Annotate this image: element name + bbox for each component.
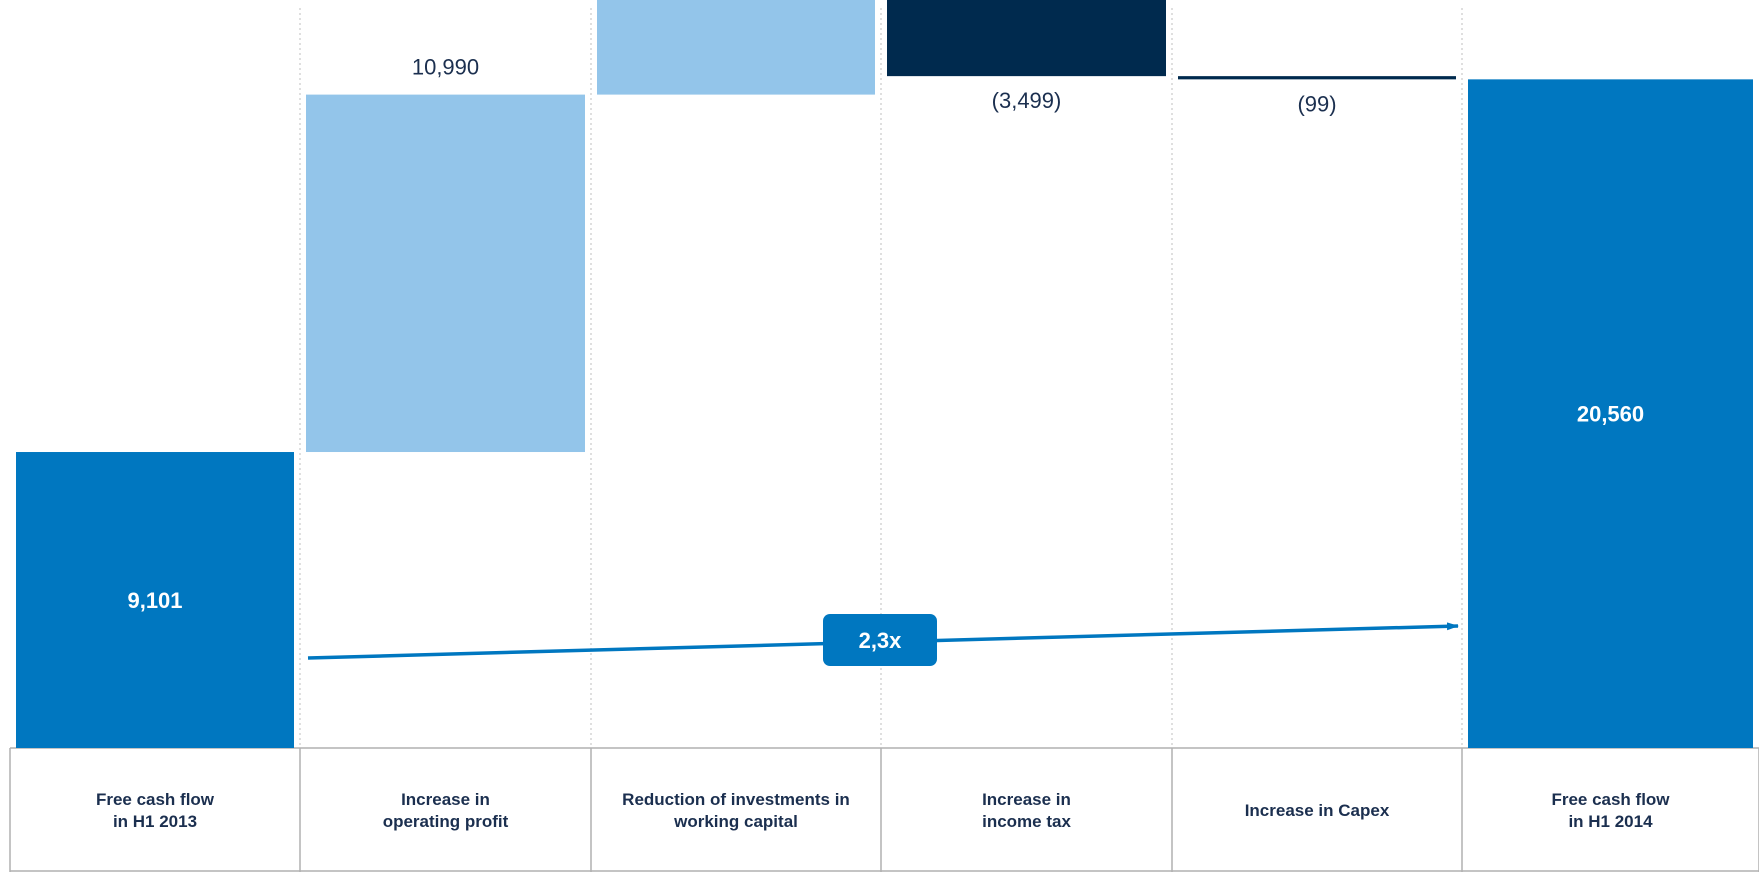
- growth-badge-label: 2,3x: [859, 628, 903, 653]
- category-label: operating profit: [383, 812, 509, 831]
- category-label: in H1 2013: [113, 812, 197, 831]
- bar-value-label: 10,990: [412, 55, 479, 80]
- bar-4: [887, 0, 1166, 77]
- category-label: working capital: [673, 812, 798, 831]
- bar-1: [16, 452, 294, 748]
- category-label: Increase in: [401, 790, 490, 809]
- category-label: income tax: [982, 812, 1071, 831]
- category-label: Reduction of investments in: [622, 790, 850, 809]
- growth-badge: [823, 614, 937, 666]
- category-label: Increase in Capex: [1245, 801, 1390, 820]
- bar-value-label: (3,499): [992, 88, 1062, 113]
- bar-value-label: 9,101: [127, 588, 182, 613]
- bar-value-label: 20,560: [1577, 402, 1644, 427]
- category-label: Increase in: [982, 790, 1071, 809]
- bar-2: [306, 94, 585, 453]
- bar-5: [1178, 76, 1456, 80]
- bar-value-label: (99): [1297, 91, 1336, 116]
- category-label: in H1 2014: [1568, 812, 1653, 831]
- category-label: Free cash flow: [1551, 790, 1670, 809]
- bar-6: [1468, 79, 1753, 749]
- category-label: Free cash flow: [96, 790, 215, 809]
- bar-3: [597, 0, 875, 95]
